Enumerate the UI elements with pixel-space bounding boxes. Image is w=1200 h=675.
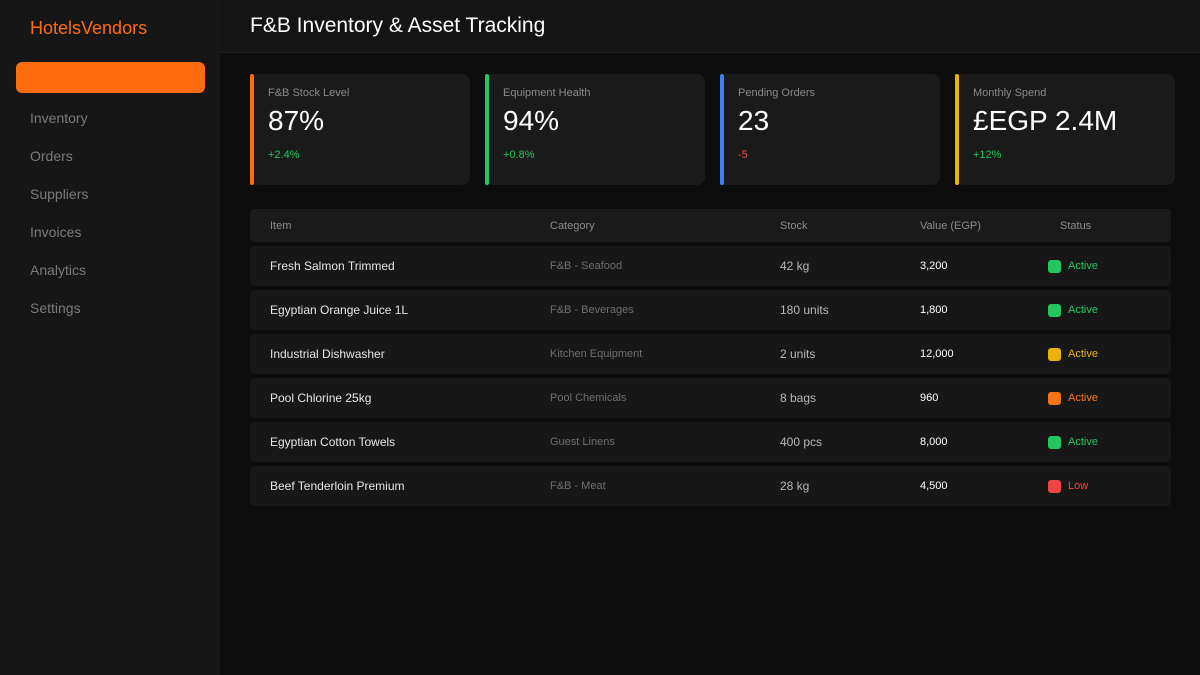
table-row[interactable]: Egyptian Cotton Towels Guest Linens 400 …: [250, 422, 1171, 462]
cell-item: Pool Chlorine 25kg: [270, 391, 372, 405]
sidebar-item-active[interactable]: [16, 62, 205, 93]
cell-item: Fresh Salmon Trimmed: [270, 259, 395, 273]
status-badge: Low: [1068, 480, 1089, 492]
table-row[interactable]: Beef Tenderloin Premium F&B - Meat 28 kg…: [250, 466, 1171, 506]
table-row[interactable]: Pool Chlorine 25kg Pool Chemicals 8 bags…: [250, 378, 1171, 418]
column-header-item[interactable]: Item: [270, 219, 292, 232]
kpi-card-equipment-health[interactable]: Equipment Health 94% +0.8%: [485, 74, 705, 185]
sidebar-item-analytics[interactable]: Analytics: [30, 262, 87, 278]
sidebar-item-suppliers[interactable]: Suppliers: [30, 186, 89, 202]
card-accent-bar: [250, 74, 254, 185]
cell-item: Industrial Dishwasher: [270, 347, 385, 361]
card-value: 23: [738, 105, 770, 136]
kpi-card-stock-level[interactable]: F&B Stock Level 87% +2.4%: [250, 74, 470, 185]
status-dot-icon: [1048, 391, 1061, 405]
cell-item: Beef Tenderloin Premium: [270, 479, 405, 493]
cell-category: Kitchen Equipment: [550, 348, 643, 360]
page-title: F&B Inventory & Asset Tracking: [250, 13, 546, 37]
table-header: Item Category Stock Value (EGP) Status: [250, 209, 1171, 242]
kpi-card-pending-orders[interactable]: Pending Orders 23 -5: [720, 74, 940, 185]
card-value: £EGP 2.4M: [973, 105, 1118, 136]
cell-stock: 28 kg: [780, 479, 810, 493]
kpi-cards: F&B Stock Level 87% +2.4% Equipment Heal…: [220, 53, 1200, 185]
cell-item: Egyptian Cotton Towels: [270, 435, 396, 449]
cell-category: Pool Chemicals: [550, 392, 627, 404]
sidebar-item-inventory[interactable]: Inventory: [30, 110, 88, 126]
column-header-value[interactable]: Value (EGP): [920, 219, 981, 232]
card-accent-bar: [955, 74, 959, 185]
main-content: F&B Inventory & Asset Tracking F&B Stock…: [220, 0, 1200, 675]
card-change: -5: [738, 149, 748, 161]
cell-stock: 180 units: [780, 303, 829, 317]
sidebar-item-settings[interactable]: Settings: [30, 300, 81, 316]
cell-value: 4,500: [920, 480, 948, 492]
cell-value: 1,800: [920, 304, 948, 316]
status-dot-icon: [1048, 479, 1061, 493]
status-badge: Active: [1068, 260, 1098, 272]
sidebar: HotelsVendors Inventory Orders Suppliers…: [0, 0, 220, 675]
cell-category: F&B - Meat: [550, 480, 606, 492]
cell-value: 12,000: [920, 348, 954, 360]
cell-status: Active: [1048, 391, 1098, 405]
cell-status: Active: [1048, 303, 1098, 317]
cell-category: F&B - Seafood: [550, 260, 623, 272]
cell-stock: 400 pcs: [780, 435, 823, 449]
status-badge: Active: [1068, 348, 1098, 360]
card-change: +12%: [973, 149, 1002, 161]
cell-value: 3,200: [920, 260, 948, 272]
top-bar: F&B Inventory & Asset Tracking: [220, 0, 1200, 53]
column-header-status[interactable]: Status: [1060, 219, 1092, 232]
status-dot-icon: [1048, 303, 1061, 317]
status-badge: Active: [1068, 436, 1098, 448]
cell-status: Low: [1048, 479, 1089, 493]
status-badge: Active: [1068, 392, 1098, 404]
sidebar-item-orders[interactable]: Orders: [30, 148, 73, 164]
cell-status: Active: [1048, 347, 1098, 361]
table-row[interactable]: Industrial Dishwasher Kitchen Equipment …: [250, 334, 1171, 374]
brand-logo[interactable]: HotelsVendors: [30, 18, 148, 38]
inventory-table: Item Category Stock Value (EGP) Status F…: [250, 209, 1171, 506]
card-accent-bar: [485, 74, 489, 185]
card-change: +0.8%: [503, 149, 535, 161]
status-badge: Active: [1068, 304, 1098, 316]
cell-stock: 2 units: [780, 347, 816, 361]
card-change: +2.4%: [268, 149, 300, 161]
sidebar-nav: Inventory Orders Suppliers Invoices Anal…: [0, 103, 220, 331]
card-label: Equipment Health: [503, 87, 591, 99]
status-dot-icon: [1048, 435, 1061, 449]
cell-value: 8,000: [920, 436, 948, 448]
card-accent-bar: [720, 74, 724, 185]
cell-category: F&B - Beverages: [550, 304, 634, 316]
table-row[interactable]: Egyptian Orange Juice 1L F&B - Beverages…: [250, 290, 1171, 330]
cell-status: Active: [1048, 259, 1098, 273]
card-value: 94%: [503, 105, 560, 136]
column-header-stock[interactable]: Stock: [780, 219, 808, 232]
card-label: F&B Stock Level: [268, 87, 350, 99]
table-row[interactable]: Fresh Salmon Trimmed F&B - Seafood 42 kg…: [250, 246, 1171, 286]
column-header-category[interactable]: Category: [550, 219, 595, 232]
card-value: 87%: [268, 105, 325, 136]
sidebar-item-invoices[interactable]: Invoices: [30, 224, 82, 240]
card-label: Pending Orders: [738, 87, 816, 99]
status-dot-icon: [1048, 347, 1061, 361]
cell-item: Egyptian Orange Juice 1L: [270, 303, 409, 317]
cell-category: Guest Linens: [550, 436, 615, 448]
cell-value: 960: [920, 392, 939, 404]
card-label: Monthly Spend: [973, 87, 1047, 99]
cell-status: Active: [1048, 435, 1098, 449]
cell-stock: 8 bags: [780, 391, 817, 405]
cell-stock: 42 kg: [780, 259, 810, 273]
kpi-card-monthly-spend[interactable]: Monthly Spend £EGP 2.4M +12%: [955, 74, 1175, 185]
status-dot-icon: [1048, 259, 1061, 273]
